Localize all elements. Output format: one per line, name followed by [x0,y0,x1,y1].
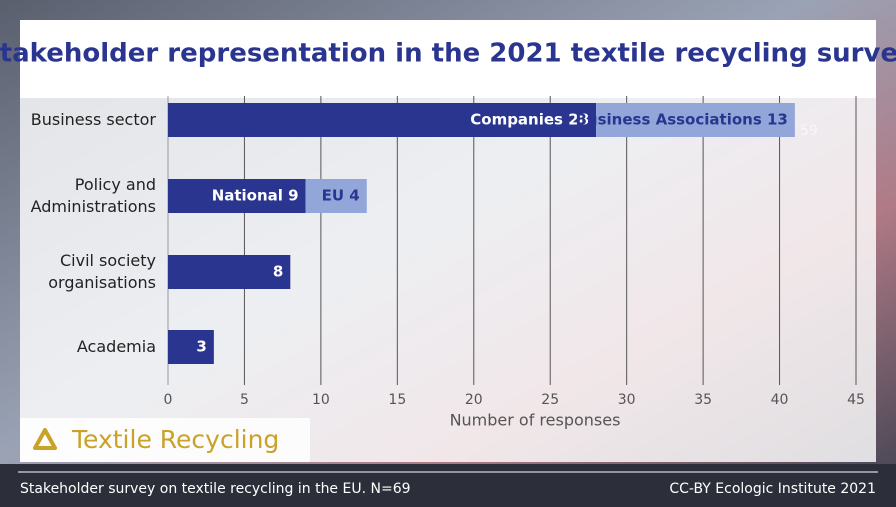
logo-box [20,418,310,462]
data-label: Business Associations 13 [575,111,787,129]
bar-segment [168,255,291,289]
bar-segment [168,330,214,364]
x-tick-label: 15 [388,392,406,408]
data-label: 3 [196,338,206,356]
x-tick-label: 45 [847,392,865,408]
bar-segment [168,179,306,213]
x-tick-label: 30 [618,392,636,408]
bar-segment [305,179,367,213]
x-tick-label: 10 [312,392,330,408]
y-tick-label: Business sector [31,110,157,129]
footer-bar [0,464,896,507]
y-tick-label: Policy and Administrations [31,175,156,216]
bar-segment [596,103,795,137]
chart-title: Stakeholder representation in the 2021 t… [0,39,896,69]
x-tick-label: 20 [465,392,483,408]
data-label: National 9 [212,187,299,205]
x-tick-label: 0 [164,392,173,408]
x-tick-label: 35 [694,392,712,408]
x-tick-label: 40 [771,392,789,408]
y-tick-label: Academia [77,337,156,356]
footer-right: CC-BY Ecologic Institute 2021 [669,481,876,497]
footer-left: Stakeholder survey on textile recycling … [20,481,411,497]
x-tick-label: 5 [240,392,249,408]
y-tick-label: Civil society organisations [48,251,156,292]
x-tick-label: 25 [541,392,559,408]
data-label: 8 [273,263,283,281]
logo-text: Textile Recycling [71,425,279,454]
x-axis-label: Number of responses [450,411,621,430]
title-band [20,20,876,98]
data-label: EU 4 [322,187,360,205]
data-label: Companies 28 [470,111,589,129]
logo-icon [33,428,57,450]
bar-segment [168,103,597,137]
annotation: 59 [800,123,818,139]
